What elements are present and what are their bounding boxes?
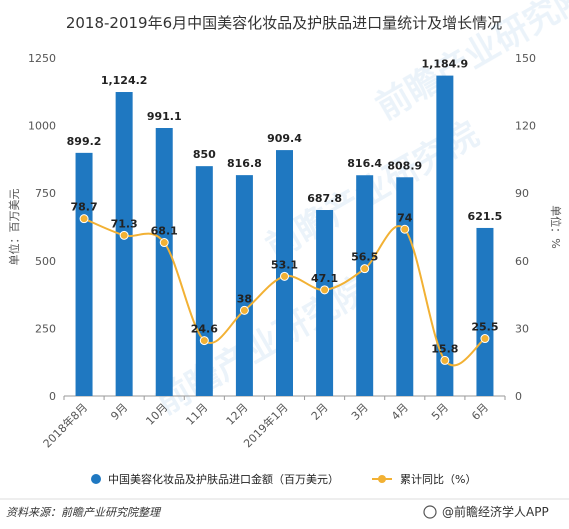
bar (436, 75, 454, 397)
line-value-label: 71.3 (111, 217, 138, 230)
footer-brand-group: @前瞻经济学人APP (423, 504, 549, 519)
bar (155, 128, 173, 396)
line-value-label: 15.8 (431, 342, 458, 355)
line-point (280, 271, 289, 281)
bar-series (75, 75, 494, 397)
bar (75, 152, 93, 396)
line-point (440, 355, 450, 365)
bar-value-label: 816.4 (347, 157, 382, 170)
bar (115, 92, 133, 396)
bar (195, 166, 213, 396)
line-point (480, 334, 490, 344)
x-axis-tick-label: 2月 (309, 401, 331, 423)
right-axis-tick-label: 0 (515, 390, 522, 403)
brand-logo-icon (423, 505, 437, 519)
bar (476, 227, 494, 396)
line-value-label: 53.1 (271, 258, 298, 271)
right-axis-tick-label: 120 (515, 120, 536, 133)
line-value-label: 68.1 (151, 225, 178, 238)
x-axis-tick-label: 3月 (349, 401, 371, 423)
legend-bar-marker (91, 474, 101, 484)
bar-value-label: 816.8 (227, 157, 262, 170)
bar-value-label: 808.9 (387, 159, 422, 172)
right-axis-label: 单位：% (549, 205, 563, 248)
line-value-label: 56.5 (351, 251, 378, 264)
legend-line-dot (378, 475, 386, 483)
bar-value-label: 1,124.2 (101, 74, 148, 87)
footer-brand: @前瞻经济学人APP (442, 504, 549, 519)
bar-value-label: 850 (193, 148, 216, 161)
x-axis-tick-label: 2018年8月 (40, 400, 90, 450)
bar-value-label: 991.1 (147, 110, 182, 123)
line-point (119, 230, 129, 240)
bar-value-label: 687.8 (307, 192, 342, 205)
left-axis-label: 单位：百万美元 (7, 189, 21, 266)
footer-source: 资料来源：前瞻产业研究院整理 (6, 506, 162, 519)
line-value-label: 47.1 (311, 272, 338, 285)
x-axis-tick-label: 9月 (108, 401, 130, 423)
x-axis-tick-label: 4月 (389, 401, 411, 423)
line-point (400, 224, 410, 234)
line-point (79, 214, 89, 224)
legend: 中国美容化妆品及护肤品进口金额（百万美元） 累计同比（%） (91, 472, 476, 486)
bar-value-label: 621.5 (468, 210, 503, 223)
bar (356, 175, 374, 396)
line-value-label: 78.7 (70, 201, 97, 214)
bar-value-label: 899.2 (67, 135, 102, 148)
left-axis-tick-label: 0 (49, 390, 56, 403)
bar-value-label: 909.4 (267, 132, 302, 145)
x-axis-tick-label: 12月 (224, 401, 251, 428)
chart-title: 2018-2019年6月中国美容化妆品及护肤品进口量统计及增长情况 (66, 14, 502, 32)
bar (235, 175, 253, 396)
line-series (79, 214, 490, 367)
right-axis-tick-label: 60 (515, 255, 529, 268)
left-axis-tick-label: 750 (35, 187, 56, 200)
line-value-label: 25.5 (471, 321, 498, 334)
line-point (360, 264, 370, 274)
left-axis-tick-label: 500 (35, 255, 56, 268)
line-value-label: 24.6 (191, 323, 218, 336)
left-axis-tick-label: 250 (35, 322, 56, 335)
line-point (159, 238, 169, 248)
bar (316, 210, 334, 396)
line-value-label: 74 (397, 211, 413, 224)
line-point (199, 336, 209, 346)
line-point (320, 285, 330, 295)
bar-value-label: 1,184.9 (422, 58, 469, 71)
line-point (239, 305, 249, 315)
x-axis-tick-label: 6月 (469, 401, 491, 423)
data-labels: 899.2 1,124.2 991.1 850 816.8 909.4 687.8 816.4… (67, 58, 503, 356)
line-value-label: 38 (237, 292, 252, 305)
right-axis-tick-label: 150 (515, 52, 536, 65)
right-axis-tick-label: 30 (515, 322, 529, 335)
x-axis-tick-label: 5月 (429, 401, 451, 423)
legend-line-label: 累计同比（%） (400, 473, 476, 486)
bar (396, 177, 414, 396)
legend-bar-label: 中国美容化妆品及护肤品进口金额（百万美元） (108, 472, 339, 486)
left-axis-tick-label: 1000 (28, 120, 56, 133)
left-axis-tick-label: 1250 (28, 52, 56, 65)
right-axis-tick-label: 90 (515, 187, 529, 200)
